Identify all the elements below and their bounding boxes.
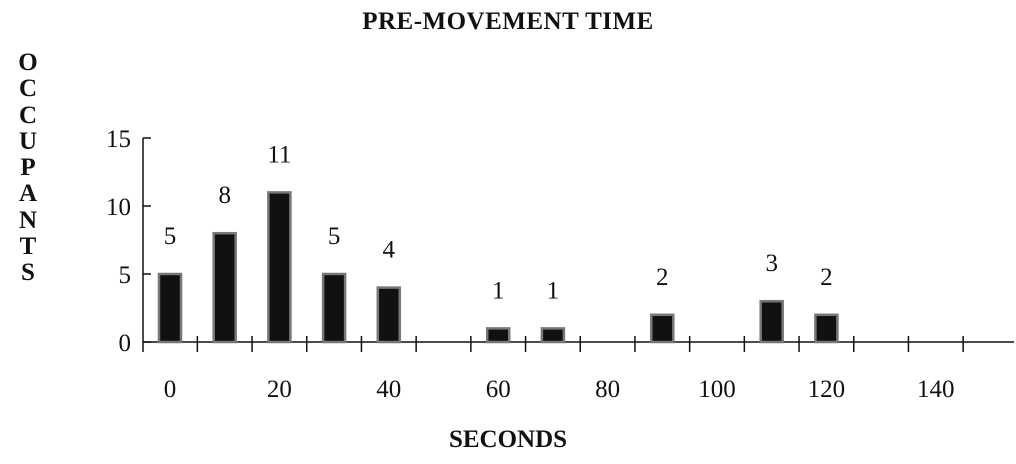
y-axis-label-letter: P [20, 154, 36, 182]
bar [540, 327, 566, 344]
data-label: 11 [267, 141, 291, 168]
x-tick-label: 80 [595, 376, 620, 403]
bar [267, 191, 292, 344]
chart-title: PRE-MOVEMENT TIME [362, 8, 654, 35]
y-axis-label-letter: U [18, 127, 38, 155]
y-tick-label: 10 [106, 194, 131, 221]
y-axis-label-letter: C [18, 101, 38, 129]
x-tick-label: 20 [267, 376, 292, 403]
data-label: 5 [328, 223, 341, 250]
y-axis-label-letter: N [18, 206, 38, 234]
x-tick-label: 60 [486, 376, 511, 403]
y-tick-label: 15 [106, 126, 131, 153]
bar [485, 327, 511, 344]
y-axis-label-letter: S [21, 259, 35, 287]
bar [759, 299, 784, 344]
x-tick-label: 100 [698, 376, 736, 403]
data-label: 8 [218, 182, 231, 209]
bar [376, 286, 402, 344]
y-axis-label-letter: C [18, 75, 38, 103]
x-tick-label: 0 [164, 376, 177, 403]
bar [212, 231, 237, 344]
bar [321, 272, 347, 344]
bar [814, 313, 839, 344]
bar [157, 272, 183, 344]
x-axis-label: SECONDS [448, 426, 568, 453]
bar [650, 313, 675, 344]
data-label: 2 [820, 264, 833, 291]
data-label: 3 [765, 250, 778, 277]
data-label: 2 [656, 264, 669, 291]
y-axis-label-letter: O [18, 49, 38, 76]
data-label: 1 [547, 277, 560, 304]
data-label: 1 [492, 277, 505, 304]
x-tick-label: 40 [376, 376, 401, 403]
y-axis-label-letter: A [18, 180, 38, 208]
x-tick-label: 120 [808, 376, 846, 403]
y-tick-label: 5 [119, 262, 132, 289]
y-tick-label: 0 [119, 330, 132, 357]
x-tick-label: 140 [917, 376, 955, 403]
data-label: 4 [383, 237, 396, 264]
data-label: 5 [164, 223, 177, 250]
y-axis-label-letter: T [19, 233, 37, 261]
